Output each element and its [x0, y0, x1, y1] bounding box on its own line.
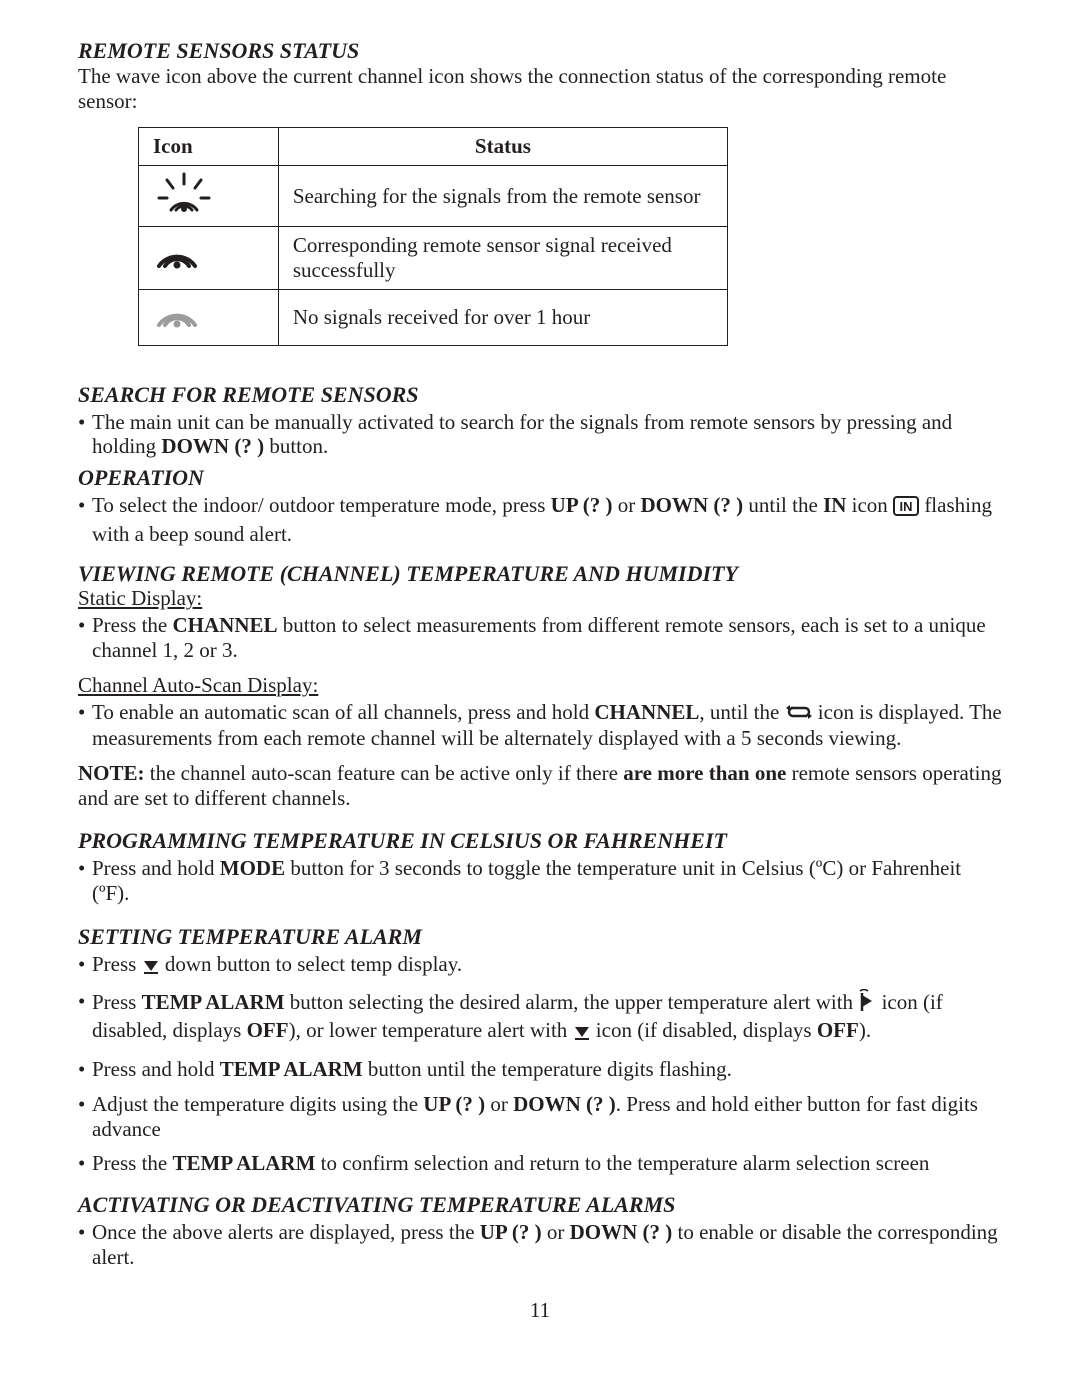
- down-triangle-icon: [573, 1022, 591, 1047]
- bullet-marker: •: [78, 1151, 92, 1176]
- bullet: • Adjust the temperature digits using th…: [78, 1092, 1002, 1142]
- svg-text:IN: IN: [900, 499, 913, 514]
- bullet: • Once the above alerts are displayed, p…: [78, 1220, 1002, 1270]
- heading-search-remote: SEARCH FOR REMOTE SENSORS: [78, 382, 1002, 408]
- bullet-text: To select the indoor/ outdoor temperatur…: [92, 493, 1002, 547]
- bullet-text: Press the CHANNEL button to select measu…: [92, 613, 1002, 663]
- bullet-marker: •: [78, 410, 92, 435]
- bullet-marker: •: [78, 952, 92, 977]
- bullet: • The main unit can be manually activate…: [78, 410, 1002, 460]
- table-row: No signals received for over 1 hour: [139, 289, 728, 345]
- bullet-marker: •: [78, 1057, 92, 1082]
- bullet: • To select the indoor/ outdoor temperat…: [78, 493, 1002, 547]
- bullet-marker: •: [78, 1220, 92, 1245]
- icon-no-signal: [139, 289, 279, 345]
- wave-nosignal-icon: [153, 299, 201, 329]
- status-text: Corresponding remote sensor signal recei…: [278, 227, 727, 290]
- heading-viewing: VIEWING REMOTE (CHANNEL) TEMPERATURE AND…: [78, 561, 1002, 587]
- bullet: • Press down button to select temp displ…: [78, 952, 1002, 981]
- bullet-marker: •: [78, 700, 92, 725]
- page-number: 11: [78, 1298, 1002, 1323]
- bullet: • Press and hold MODE button for 3 secon…: [78, 856, 1002, 906]
- bullet-text: Press the TEMP ALARM to confirm selectio…: [92, 1151, 1002, 1176]
- bullet: • Press the CHANNEL button to select mea…: [78, 613, 1002, 663]
- bullet-text: Press and hold TEMP ALARM button until t…: [92, 1057, 1002, 1082]
- static-display-label: Static Display:: [78, 586, 1002, 611]
- note-paragraph: NOTE: the channel auto-scan feature can …: [78, 761, 1002, 811]
- intro-remote-sensors: The wave icon above the current channel …: [78, 64, 1002, 114]
- table-row: Corresponding remote sensor signal recei…: [139, 227, 728, 290]
- up-flag-icon: [858, 989, 876, 1019]
- auto-scan-label: Channel Auto-Scan Display:: [78, 673, 1002, 698]
- status-text: Searching for the signals from the remot…: [278, 166, 727, 227]
- bullet-text: To enable an automatic scan of all chann…: [92, 700, 1002, 751]
- icon-searching: [139, 166, 279, 227]
- bullet-text: The main unit can be manually activated …: [92, 410, 1002, 460]
- down-triangle-icon: [142, 956, 160, 981]
- status-table: Icon Status Searching for the signals fr…: [138, 127, 728, 345]
- bullet: • Press the TEMP ALARM to confirm select…: [78, 1151, 1002, 1176]
- wave-received-icon: [153, 240, 201, 270]
- bullet: • Press and hold TEMP ALARM button until…: [78, 1057, 1002, 1082]
- bullet: • To enable an automatic scan of all cha…: [78, 700, 1002, 751]
- bullet-marker: •: [78, 493, 92, 518]
- in-box-icon: IN: [893, 496, 919, 522]
- table-row: Searching for the signals from the remot…: [139, 166, 728, 227]
- status-text: No signals received for over 1 hour: [278, 289, 727, 345]
- bullet-text: Press down button to select temp display…: [92, 952, 1002, 981]
- wave-searching-icon: [153, 172, 215, 214]
- bullet-marker: •: [78, 989, 92, 1014]
- cycle-icon: [785, 701, 813, 726]
- heading-activating: ACTIVATING OR DEACTIVATING TEMPERATURE A…: [78, 1192, 1002, 1218]
- col-status: Status: [278, 128, 727, 166]
- table-header-row: Icon Status: [139, 128, 728, 166]
- bullet-text: Press and hold MODE button for 3 seconds…: [92, 856, 1002, 906]
- bullet-marker: •: [78, 856, 92, 881]
- col-icon: Icon: [139, 128, 279, 166]
- heading-prog-unit: PROGRAMMING TEMPERATURE IN CELSIUS OR FA…: [78, 828, 1002, 854]
- icon-received: [139, 227, 279, 290]
- bullet-marker: •: [78, 1092, 92, 1117]
- bullet-text: Once the above alerts are displayed, pre…: [92, 1220, 1002, 1270]
- heading-remote-sensors-status: REMOTE SENSORS STATUS: [78, 38, 1002, 64]
- heading-temp-alarm: SETTING TEMPERATURE ALARM: [78, 924, 1002, 950]
- heading-operation: OPERATION: [78, 465, 1002, 491]
- bullet: • Press TEMP ALARM button selecting the …: [78, 989, 1002, 1048]
- bullet-marker: •: [78, 613, 92, 638]
- bullet-text: Adjust the temperature digits using the …: [92, 1092, 1002, 1142]
- bullet-text: Press TEMP ALARM button selecting the de…: [92, 989, 1002, 1048]
